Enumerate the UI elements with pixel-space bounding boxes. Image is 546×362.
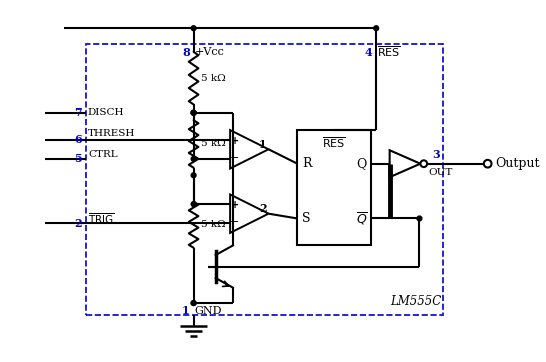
Text: CTRL: CTRL (88, 150, 117, 159)
Text: −: − (230, 153, 240, 163)
Text: 2: 2 (74, 218, 82, 229)
Text: LM555C: LM555C (390, 295, 442, 308)
Text: $\overline{\mathrm{TRIG}}$: $\overline{\mathrm{TRIG}}$ (88, 211, 115, 226)
Circle shape (191, 110, 196, 115)
Text: 8: 8 (182, 47, 190, 58)
Text: $\overline{\mathrm{RES}}$: $\overline{\mathrm{RES}}$ (377, 45, 401, 59)
Circle shape (191, 110, 196, 115)
Text: OUT: OUT (428, 168, 453, 177)
Circle shape (191, 110, 196, 115)
Text: GND: GND (194, 306, 222, 316)
Text: Output: Output (495, 157, 540, 170)
Text: R: R (302, 157, 312, 170)
Bar (298, 130, 371, 245)
Circle shape (191, 26, 196, 31)
Text: 1: 1 (182, 305, 190, 316)
Text: 5 kΩ: 5 kΩ (201, 74, 226, 83)
Text: 5 kΩ: 5 kΩ (201, 139, 226, 148)
Circle shape (191, 301, 196, 306)
Text: +Vcc: +Vcc (194, 47, 224, 57)
Text: 2: 2 (259, 203, 266, 214)
Text: $\overline{Q}$: $\overline{Q}$ (356, 210, 368, 227)
Text: Q: Q (356, 157, 366, 170)
Text: 6: 6 (74, 134, 82, 145)
Text: DISCH: DISCH (88, 108, 124, 117)
Text: 5: 5 (74, 153, 82, 164)
Text: S: S (302, 212, 311, 225)
Circle shape (417, 216, 422, 221)
Text: 5 kΩ: 5 kΩ (201, 220, 226, 229)
Text: $\overline{\mathrm{RES}}$: $\overline{\mathrm{RES}}$ (322, 135, 346, 150)
Text: 1: 1 (259, 139, 266, 150)
Text: +: + (231, 200, 239, 210)
Circle shape (374, 26, 378, 31)
Text: 3: 3 (432, 148, 440, 160)
Circle shape (191, 156, 196, 161)
Circle shape (191, 173, 196, 178)
Circle shape (191, 301, 196, 306)
Text: 7: 7 (74, 107, 82, 118)
Text: +: + (231, 136, 239, 146)
Circle shape (191, 202, 196, 206)
Text: −: − (230, 217, 240, 227)
Text: 4: 4 (365, 47, 372, 58)
Text: THRESH: THRESH (88, 129, 135, 138)
